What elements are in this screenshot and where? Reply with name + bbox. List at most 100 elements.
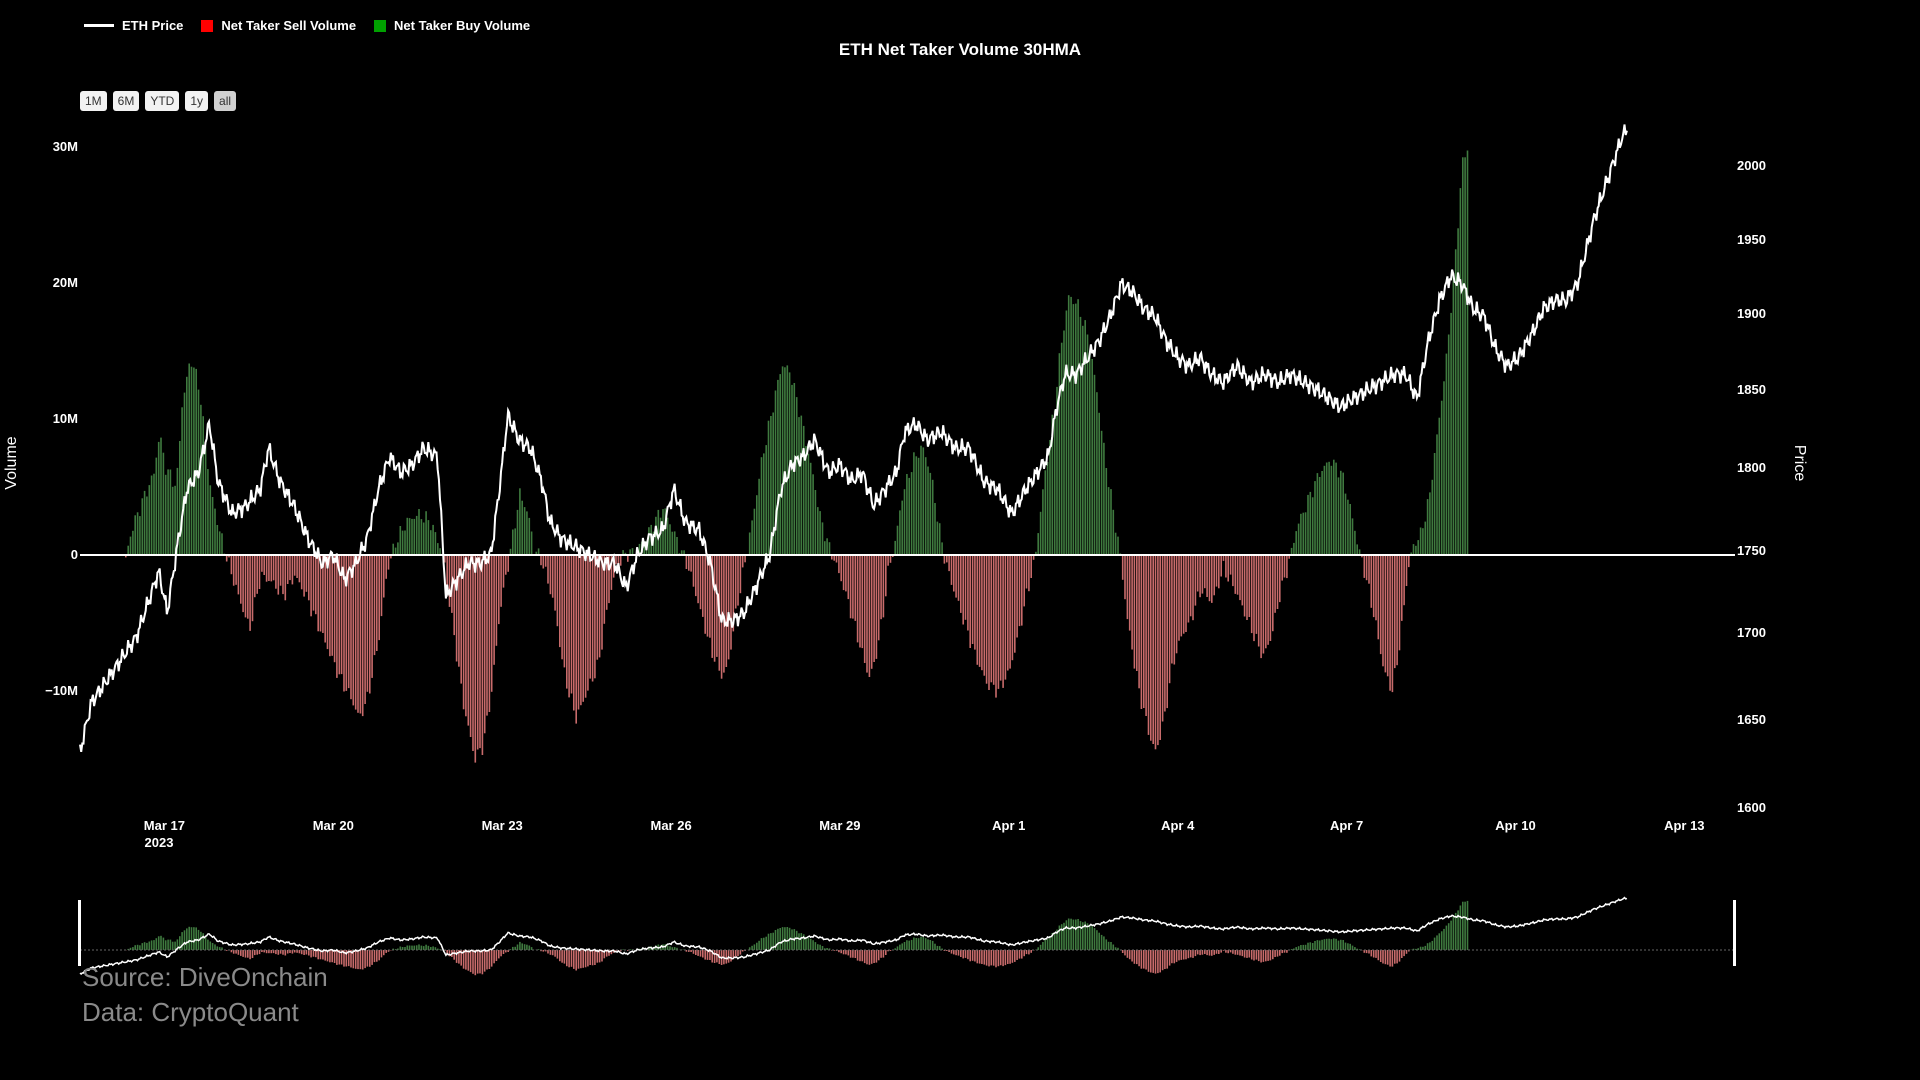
mini-volume-bar — [1227, 950, 1229, 954]
volume-bar — [277, 555, 280, 595]
mini-volume-bar — [1089, 925, 1091, 950]
mini-volume-bar — [875, 950, 878, 963]
mini-volume-bar — [1267, 950, 1269, 961]
volume-bar — [786, 365, 789, 555]
volume-bar — [920, 445, 922, 555]
volume-bar — [751, 520, 753, 555]
volume-bar — [1248, 555, 1251, 617]
volume-bar — [1133, 555, 1136, 669]
slider-handle-right[interactable] — [1733, 900, 1736, 966]
volume-bar — [1335, 462, 1337, 555]
mini-volume-bar — [169, 939, 172, 950]
legend-item-price[interactable]: ETH Price — [84, 18, 183, 33]
mini-volume-bar — [1204, 950, 1206, 954]
range-slider[interactable] — [78, 896, 1736, 976]
volume-bar — [242, 555, 244, 613]
mini-volume-bar — [1431, 940, 1434, 950]
mini-volume-bar — [1100, 934, 1103, 950]
volume-bar — [211, 497, 214, 555]
volume-bar — [662, 509, 664, 555]
volume-bar — [1199, 555, 1201, 598]
mini-volume-bar — [1297, 946, 1300, 950]
mini-volume-bar — [1246, 950, 1248, 958]
mini-volume-bar — [1049, 936, 1051, 950]
volume-bar — [322, 555, 324, 633]
mini-volume-bar — [603, 950, 606, 959]
mini-volume-bar — [1440, 931, 1443, 950]
slider-handle-left[interactable] — [78, 900, 81, 966]
volume-bar — [514, 528, 516, 555]
volume-bar — [566, 555, 568, 689]
volume-bar — [1154, 555, 1157, 750]
volume-bar — [387, 555, 390, 570]
volume-bar — [960, 555, 962, 613]
mini-volume-bar — [669, 946, 671, 950]
volume-bar — [476, 555, 479, 750]
volume-bar — [282, 555, 284, 595]
legend-price-label: ETH Price — [122, 18, 184, 33]
volume-bar — [1058, 353, 1061, 555]
range-button-6m[interactable]: 6M — [112, 91, 140, 111]
volume-bar — [591, 555, 594, 682]
volume-bar — [376, 555, 378, 651]
volume-bar — [910, 472, 913, 555]
volume-bar — [1311, 497, 1314, 555]
mini-volume-bar — [141, 943, 144, 950]
mini-volume-bar — [671, 947, 674, 950]
range-button-ytd[interactable]: YTD — [145, 91, 180, 111]
mini-volume-bar — [1311, 943, 1314, 950]
mini-volume-bar — [1107, 941, 1110, 950]
volume-bar — [608, 555, 610, 604]
volume-bar — [643, 541, 645, 555]
mini-volume-bar — [1403, 950, 1405, 957]
volume-bar — [770, 416, 772, 555]
mini-volume-bar — [894, 948, 896, 950]
volume-bar — [1028, 555, 1030, 592]
mini-volume-bar — [941, 948, 943, 950]
legend-item-sell[interactable]: Net Taker Sell Volume — [201, 18, 356, 33]
mini-volume-bar — [802, 934, 805, 950]
volume-bar — [849, 555, 852, 619]
mini-volume-bar — [1283, 950, 1286, 953]
volume-bar — [1295, 531, 1297, 555]
volume-bar — [1457, 228, 1459, 556]
volume-bar — [1443, 381, 1445, 555]
legend-item-buy[interactable]: Net Taker Buy Volume — [374, 18, 530, 33]
volume-bar — [1403, 555, 1405, 606]
mini-volume-bar — [211, 943, 214, 950]
mini-volume-bar — [903, 942, 906, 950]
volume-bar — [1063, 330, 1065, 555]
range-button-1y[interactable]: 1y — [185, 91, 209, 111]
mini-volume-bar — [800, 933, 803, 950]
volume-bar — [129, 536, 132, 555]
volume-bar — [573, 555, 575, 711]
mini-volume-bar — [1037, 947, 1039, 950]
volume-bar — [153, 473, 155, 555]
volume-bar — [1436, 434, 1438, 555]
y-axis-title: Volume — [3, 436, 20, 489]
mini-volume-bar — [1433, 937, 1436, 950]
volume-bar — [1250, 555, 1253, 634]
volume-bar — [791, 384, 793, 555]
mini-volume-bar — [1028, 950, 1030, 955]
range-button-1m[interactable]: 1M — [80, 91, 107, 111]
mini-volume-bar — [528, 945, 531, 950]
volume-bar — [472, 555, 474, 751]
mini-volume-bar — [1429, 942, 1431, 950]
mini-volume-bar — [589, 950, 591, 965]
mini-volume-bar — [455, 950, 458, 963]
volume-bar — [622, 550, 624, 555]
volume-bar — [1276, 555, 1279, 609]
mini-volume-bar — [673, 947, 676, 950]
volume-bar — [685, 555, 688, 569]
price-line — [79, 124, 1628, 753]
volume-bar — [1227, 555, 1229, 582]
mini-volume-bar — [366, 950, 369, 967]
range-button-all[interactable]: all — [214, 91, 237, 111]
volume-bar — [1089, 352, 1091, 555]
mini-volume-bar — [498, 950, 500, 959]
mini-volume-bar — [1365, 950, 1368, 954]
volume-bar — [171, 486, 174, 555]
mini-volume-bar — [1046, 938, 1049, 950]
volume-bar — [1340, 470, 1342, 555]
